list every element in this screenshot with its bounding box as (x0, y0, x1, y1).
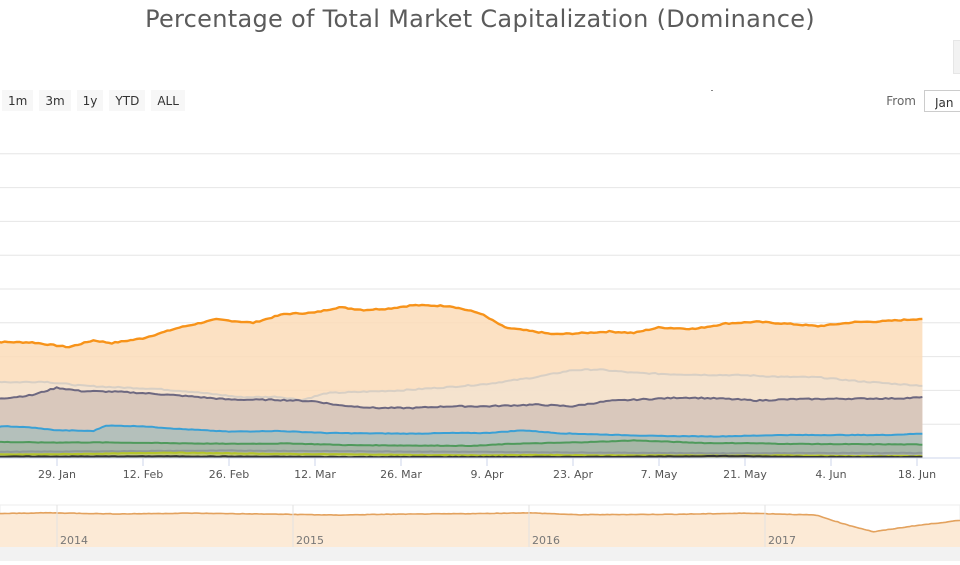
navigator-area (0, 512, 960, 547)
zoom-1m-button[interactable]: 1m (2, 90, 34, 111)
x-tick-label: 18. Jun (898, 468, 936, 481)
zoom-3m-button[interactable]: 3m (39, 90, 71, 111)
from-date-input[interactable] (924, 90, 960, 112)
x-tick-label: 7. May (641, 468, 678, 481)
line-series-6 (0, 449, 923, 455)
navigator-scrollbar[interactable] (0, 547, 960, 561)
x-tick-label: 26. Feb (209, 468, 249, 481)
line-series-8 (0, 454, 923, 459)
line-series-5 (0, 439, 923, 447)
zoom-all-button[interactable]: ALL (151, 90, 185, 111)
navigator-line (0, 511, 960, 533)
line-series-7 (0, 451, 923, 458)
line-series-4 (0, 424, 923, 438)
x-axis-ticks: 29. Jan 12. Feb 26. Feb 12. Mar 26. Mar 9. Ap… (38, 458, 936, 481)
from-label: From (886, 94, 916, 108)
range-selector: 1m 3m 1y YTD ALL (2, 90, 185, 111)
navigator-year-label: 2016 (532, 534, 560, 547)
chart-title: Percentage of Total Market Capitalizatio… (145, 5, 815, 33)
x-tick-label: 21. May (723, 468, 767, 481)
navigator-year-label: 2014 (60, 534, 88, 547)
navigator-series (0, 511, 960, 547)
zoom-ytd-button[interactable]: YTD (109, 90, 146, 111)
x-tick-label: 12. Mar (294, 468, 336, 481)
line-series-2 (0, 368, 923, 401)
x-tick-label: 29. Jan (38, 468, 76, 481)
line-series-1 (0, 303, 923, 349)
x-tick-label: 26. Mar (380, 468, 422, 481)
export-menu-button[interactable] (953, 40, 960, 74)
x-tick-label: 9. Apr (470, 468, 503, 481)
stray-marker (711, 90, 713, 91)
line-series (0, 303, 923, 459)
line-series-3 (0, 386, 923, 410)
navigator-year-label: 2015 (296, 534, 324, 547)
navigator-year-label: 2017 (768, 534, 796, 547)
x-tick-label: 12. Feb (123, 468, 163, 481)
date-range-input-group: From (886, 90, 960, 112)
zoom-1y-button[interactable]: 1y (76, 90, 104, 111)
x-tick-label: 23. Apr (553, 468, 593, 481)
x-tick-label: 4. Jun (815, 468, 846, 481)
navigator-year-ticks: 2014 2015 2016 2017 (56, 505, 796, 547)
